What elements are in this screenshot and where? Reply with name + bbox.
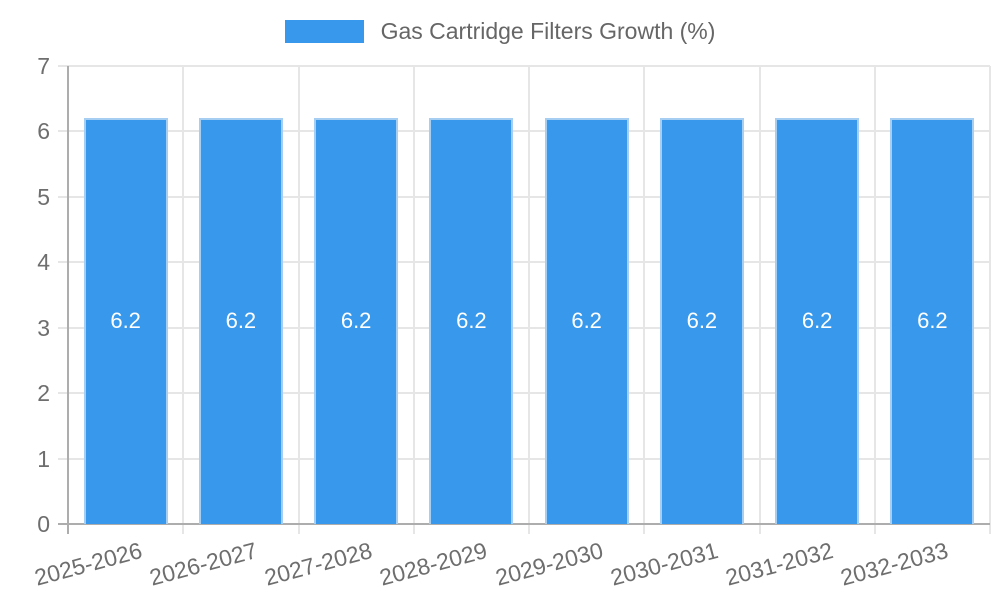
x-gridline xyxy=(412,65,415,524)
x-tick-label: 2027-2028 xyxy=(261,537,375,591)
bar-value-label: 6.2 xyxy=(340,307,372,333)
x-tick-label: 2028-2029 xyxy=(377,537,491,591)
bar-value-label: 6.2 xyxy=(801,307,833,333)
x-tick-mark xyxy=(528,524,530,534)
y-tick-mark xyxy=(58,195,68,198)
bar-value-label: 6.2 xyxy=(456,307,487,333)
bar[interactable] xyxy=(429,117,514,524)
x-tick-mark xyxy=(758,524,761,534)
x-tick-mark xyxy=(989,524,991,534)
legend-item[interactable]: Gas Cartridge Filters Growth (%) xyxy=(0,17,1000,45)
x-tick-label: 2025-2026 xyxy=(31,537,145,591)
x-tick-mark xyxy=(643,524,646,534)
x-gridline xyxy=(528,65,530,524)
bar[interactable] xyxy=(314,117,399,524)
y-axis-line xyxy=(67,65,69,534)
bar-value-label: 6.2 xyxy=(917,307,948,333)
x-tick-label: 2029-2030 xyxy=(492,537,606,591)
bar[interactable] xyxy=(659,117,744,524)
x-gridline xyxy=(758,65,761,524)
y-tick-mark xyxy=(58,261,68,263)
bar-value-label: 6.2 xyxy=(225,307,257,333)
y-tick-label: 7 xyxy=(37,52,50,79)
y-tick-label: 3 xyxy=(37,314,50,341)
x-gridline xyxy=(643,65,646,524)
x-tick-mark xyxy=(873,524,876,534)
x-axis-line xyxy=(58,523,990,525)
y-tick-mark xyxy=(58,130,68,132)
x-tick-label: 2031-2032 xyxy=(722,537,836,591)
bar-value-label: 6.2 xyxy=(110,307,141,333)
bar[interactable] xyxy=(775,117,860,524)
y-tick-label: 2 xyxy=(37,380,50,406)
legend-swatch xyxy=(284,19,364,43)
bar-value-label: 6.2 xyxy=(571,307,602,333)
x-tick-mark xyxy=(412,524,415,534)
x-gridline xyxy=(873,65,876,524)
y-tick-mark xyxy=(58,392,68,394)
x-tick-mark xyxy=(182,524,185,534)
bar[interactable] xyxy=(83,117,168,524)
x-gridline xyxy=(297,65,300,524)
x-gridline xyxy=(989,65,991,524)
y-tick-label: 4 xyxy=(37,249,50,275)
bar[interactable] xyxy=(890,117,975,524)
y-tick-mark xyxy=(58,326,68,329)
x-tick-label: 2026-2027 xyxy=(146,537,260,591)
y-tick-mark xyxy=(58,64,68,67)
x-tick-label: 2032-2033 xyxy=(838,537,952,591)
bar[interactable] xyxy=(198,117,283,524)
bar-value-label: 6.2 xyxy=(686,307,718,333)
y-tick-label: 0 xyxy=(37,511,50,537)
bar[interactable] xyxy=(544,117,629,524)
y-tick-label: 5 xyxy=(37,183,50,210)
y-tick-label: 6 xyxy=(37,118,50,144)
legend-label: Gas Cartridge Filters Growth (%) xyxy=(380,18,716,44)
y-tick-mark xyxy=(58,457,68,460)
x-tick-label: 2030-2031 xyxy=(607,537,721,591)
x-gridline xyxy=(182,65,185,524)
y-tick-label: 1 xyxy=(37,445,50,472)
x-tick-mark xyxy=(297,524,300,534)
